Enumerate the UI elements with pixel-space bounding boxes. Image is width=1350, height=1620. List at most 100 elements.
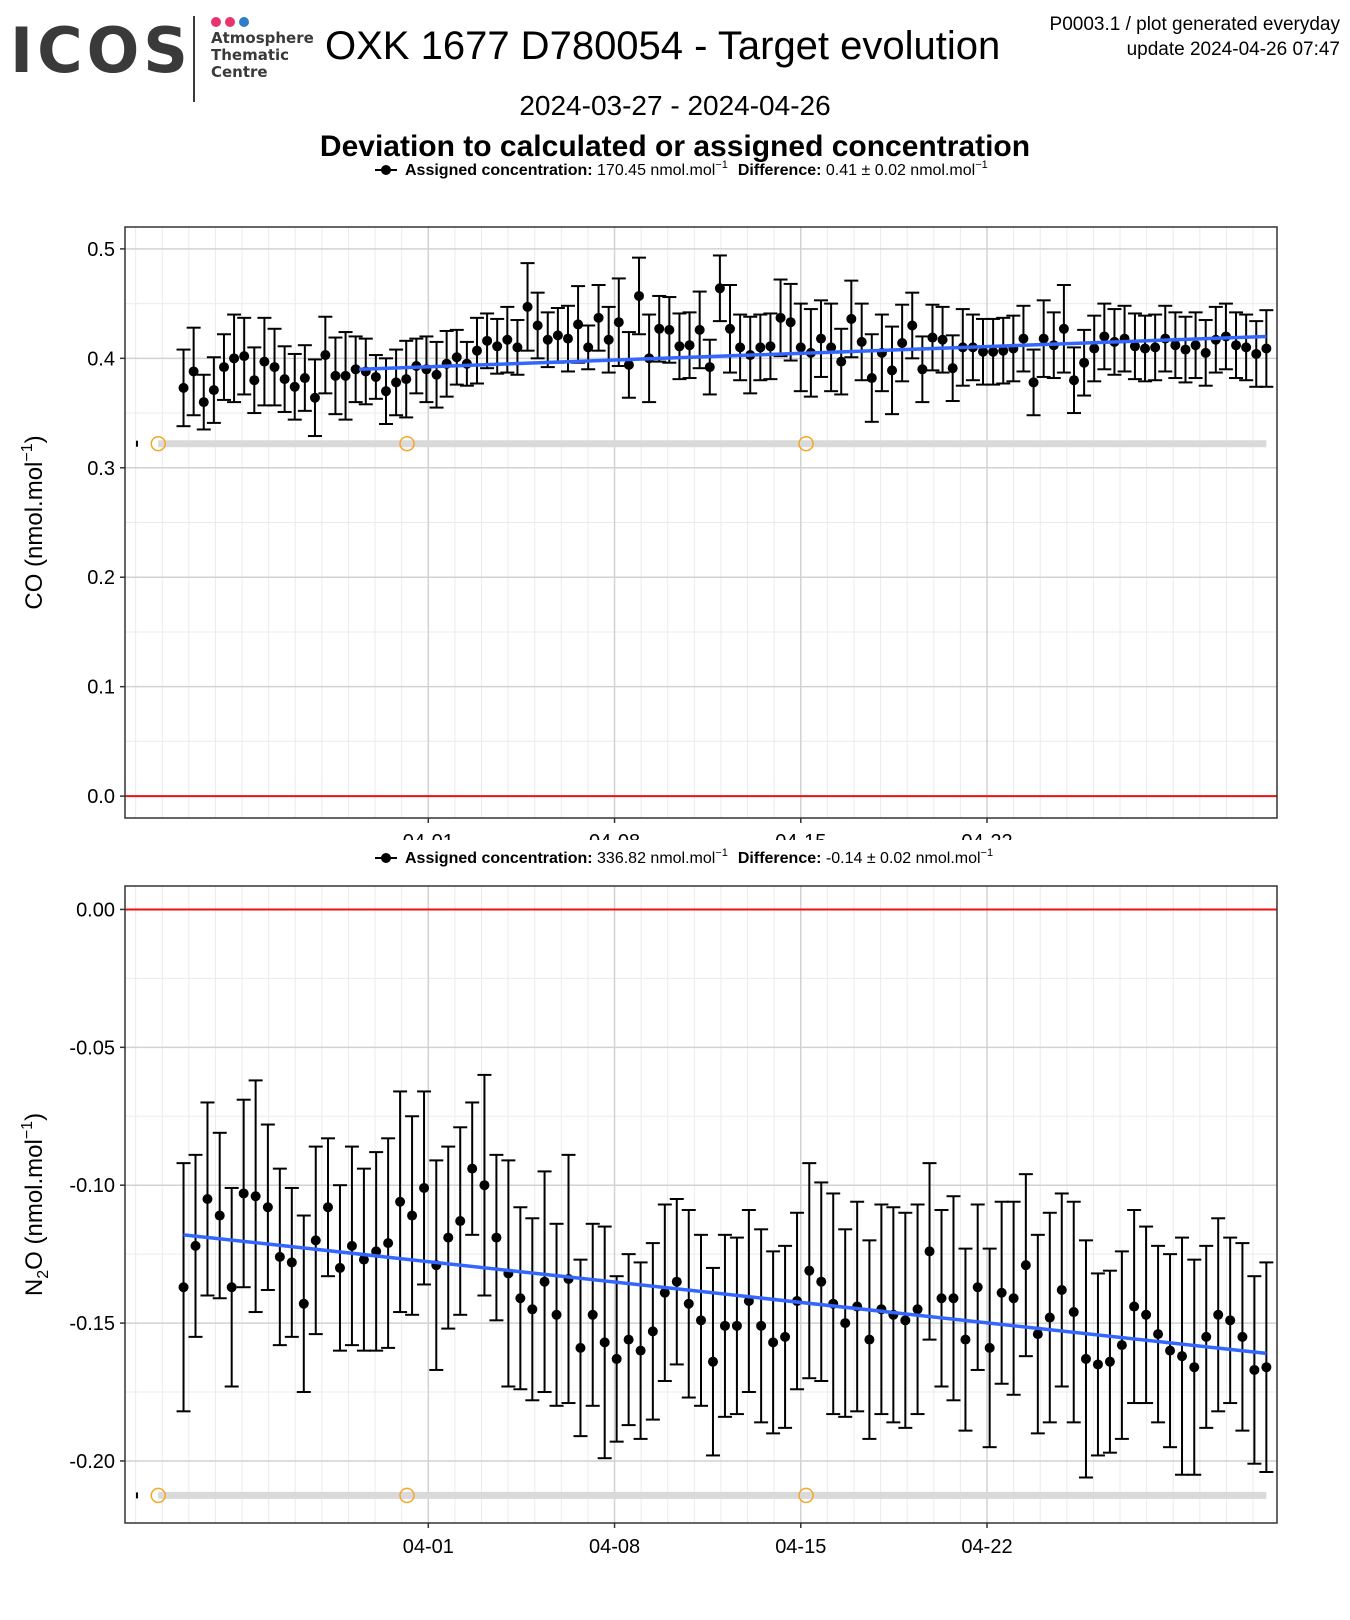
data-point (866, 373, 877, 384)
legend-difference-value: -0.14 ± 0.02 nmol.mol (826, 850, 981, 867)
y-axis-label: CO (nmol.mol−1) (19, 435, 48, 609)
data-point (279, 374, 290, 385)
data-point (1249, 1364, 1260, 1375)
page-header: ICOS Atmosphere Thematic Centre OXK 1677… (0, 0, 1350, 200)
data-point (611, 1353, 622, 1364)
data-point (492, 341, 503, 352)
co-deviation-chart: 0.0 0.1 0.2 0.3 0.4 0.5 04-01 04-08 04-15 04-22 CO… (19, 226, 1278, 840)
data-point (1104, 1356, 1115, 1367)
data-point (683, 1298, 694, 1309)
data-point (250, 1191, 261, 1202)
data-point (1028, 377, 1039, 388)
data-point (310, 1235, 321, 1246)
data-point (515, 1293, 526, 1304)
data-point (178, 382, 189, 393)
data-point (659, 1287, 670, 1298)
data-point (239, 351, 250, 362)
data-point (188, 366, 199, 377)
data-point (1189, 1362, 1200, 1373)
data-point (269, 362, 280, 373)
legend-difference-value: 0.41 ± 0.02 nmol.mol (826, 162, 975, 179)
data-point (1141, 1309, 1152, 1320)
legend-assigned-label: Assigned concentration: (405, 850, 597, 867)
data-point (816, 1276, 827, 1287)
legend-text: Assigned concentration: 336.82 nmol.mol−… (405, 847, 993, 867)
data-point (927, 332, 938, 343)
x-tick-label: 04-22 (961, 831, 1012, 840)
data-point (937, 334, 948, 345)
x-tick-label: 04-01 (403, 831, 454, 840)
data-point (1200, 347, 1211, 358)
data-point (299, 373, 310, 384)
data-point (198, 397, 209, 408)
y-tick-label: 0.5 (87, 239, 115, 261)
cylinder-marker (798, 1487, 814, 1504)
data-point (330, 370, 341, 381)
cylinder-marker (399, 1487, 415, 1504)
data-point (467, 1163, 478, 1174)
y-label-superscript: −1 (19, 443, 36, 461)
data-point (471, 345, 482, 356)
data-point (383, 1238, 394, 1249)
y-tick-label: 0.1 (87, 677, 115, 699)
data-point (1261, 343, 1272, 354)
logo-dots-icon (211, 14, 253, 27)
data-point (512, 342, 523, 353)
data-point (395, 1196, 406, 1207)
data-point (214, 1210, 225, 1221)
y-tick-label: -0.10 (69, 1175, 115, 1197)
data-point (482, 335, 493, 346)
icos-logo: ICOS (10, 14, 192, 87)
data-point (998, 345, 1009, 356)
data-point (1092, 1359, 1103, 1370)
data-point (1080, 1353, 1091, 1364)
data-point (178, 1282, 189, 1293)
data-point (996, 1287, 1007, 1298)
update-timestamp: update 2024-04-26 07:47 (1126, 39, 1340, 60)
data-point (309, 392, 320, 403)
data-point (804, 1265, 815, 1276)
data-point (1153, 1329, 1164, 1340)
data-point (1231, 340, 1242, 351)
legend-difference-label: Difference: (738, 162, 826, 179)
data-point (286, 1257, 297, 1268)
data-point (887, 365, 898, 376)
legend-assigned-value: 336.82 nmol.mol (597, 850, 715, 867)
data-point (707, 1356, 718, 1367)
data-point (1056, 1284, 1067, 1295)
data-point (479, 1180, 490, 1191)
data-point (755, 342, 766, 353)
panel-border (124, 885, 1278, 1524)
data-point (856, 336, 867, 347)
data-point (562, 333, 573, 344)
data-point (346, 1240, 357, 1251)
data-point (593, 312, 604, 323)
logo-dot (225, 17, 235, 27)
data-point (836, 356, 847, 367)
data-point (1201, 1331, 1212, 1342)
x-tick-label: 04-08 (589, 831, 640, 840)
data-point (897, 338, 908, 349)
y-tick-label: 0.00 (76, 899, 115, 921)
y-label-main: N (21, 1279, 48, 1296)
data-point (249, 375, 260, 386)
data-point (1180, 344, 1191, 355)
data-point (455, 1216, 466, 1227)
data-point (431, 369, 442, 380)
data-point (491, 1232, 502, 1243)
data-point (1079, 357, 1090, 368)
y-tick-label: 0.4 (87, 348, 115, 370)
data-point (948, 1293, 959, 1304)
data-point (864, 1334, 875, 1345)
data-point (208, 385, 219, 396)
data-point (1129, 1301, 1140, 1312)
data-point (262, 1202, 273, 1213)
data-point (1018, 333, 1029, 344)
logo-dot (211, 17, 221, 27)
data-point (322, 1202, 333, 1213)
data-point (988, 346, 999, 357)
y-label-rest: O (nmol.mol (21, 1139, 48, 1270)
generation-info: P0003.1 / plot generated everyday update… (1050, 12, 1340, 62)
data-point (599, 1337, 610, 1348)
chart-legend: Assigned concentration: 336.82 nmol.mol−… (375, 847, 993, 867)
